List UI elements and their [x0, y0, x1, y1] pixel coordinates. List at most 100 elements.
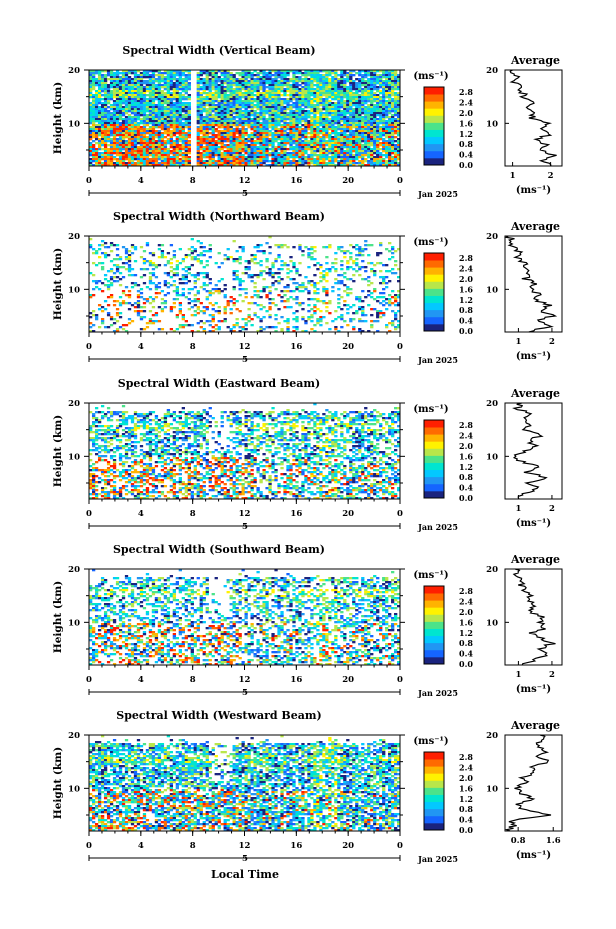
heatmap-cell	[355, 122, 359, 125]
heatmap-cell	[304, 160, 308, 163]
heatmap-cell	[238, 142, 242, 145]
heatmap-cell	[229, 102, 233, 105]
heatmap-cell	[151, 102, 156, 105]
heatmap-cell	[181, 152, 185, 155]
heatmap-cell	[118, 116, 123, 119]
heatmap-cell	[268, 134, 272, 137]
heatmap-cell	[106, 246, 111, 249]
heatmap-cell	[343, 82, 347, 85]
heatmap-cell	[331, 154, 335, 157]
heatmap-cell	[115, 70, 120, 73]
heatmap-cell	[307, 116, 311, 119]
heatmap-cell	[121, 74, 126, 77]
heatmap-cell	[214, 92, 218, 95]
heatmap-cell	[367, 156, 371, 159]
heatmap-cell	[340, 160, 344, 163]
heatmap-cell	[364, 160, 368, 163]
heatmap-cell	[184, 152, 188, 155]
heatmap-cell	[343, 86, 347, 89]
heatmap-cell	[175, 112, 180, 115]
heatmap-cell	[109, 268, 114, 271]
heatmap-cell	[127, 76, 132, 79]
heatmap-cell	[235, 120, 239, 123]
heatmap-cell	[127, 158, 132, 161]
heatmap-cell	[307, 142, 311, 145]
heatmap-cell	[211, 72, 215, 75]
heatmap-cell	[187, 142, 191, 145]
heatmap-cell	[214, 108, 218, 111]
heatmap-cell	[298, 164, 302, 167]
heatmap-cell	[379, 80, 383, 83]
heatmap-cell	[310, 98, 314, 101]
heatmap-cell	[325, 124, 329, 127]
heatmap-cell	[127, 154, 132, 157]
heatmap-cell	[199, 152, 203, 155]
heatmap-cell	[145, 268, 150, 271]
heatmap-cell	[175, 138, 180, 141]
heatmap-cell	[331, 144, 335, 147]
heatmap-cell	[160, 140, 165, 143]
heatmap-cell	[103, 76, 108, 79]
heatmap-cell	[370, 140, 374, 143]
heatmap-cell	[262, 110, 266, 113]
heatmap-cell	[391, 150, 395, 153]
heatmap-cell	[307, 132, 311, 135]
heatmap-cell	[226, 108, 230, 111]
heatmap-cell	[91, 152, 96, 155]
heatmap-cell	[97, 118, 102, 121]
heatmap-cell	[394, 132, 398, 135]
heatmap-cell	[199, 154, 203, 157]
heatmap-cell	[142, 112, 147, 115]
heatmap-cell	[211, 150, 215, 153]
heatmap-cell	[388, 158, 392, 161]
heatmap-cell	[145, 132, 150, 135]
heatmap-cell	[358, 104, 362, 107]
heatmap-cell	[163, 136, 168, 139]
heatmap-cell	[103, 158, 108, 161]
heatmap-cell	[133, 142, 138, 145]
heatmap-cell	[256, 122, 260, 125]
heatmap-cell	[148, 276, 153, 279]
heatmap-cell	[283, 100, 287, 103]
heatmap-cell	[313, 112, 317, 115]
heatmap-cell	[166, 274, 171, 277]
heatmap-cell	[316, 96, 320, 99]
heatmap-cell	[250, 122, 254, 125]
heatmap-cell	[145, 74, 150, 77]
heatmap-cell	[310, 70, 314, 73]
heatmap-cell	[202, 136, 206, 139]
heatmap-cell	[298, 72, 302, 75]
heatmap-cell	[295, 84, 299, 87]
heatmap-cell	[376, 74, 380, 77]
heatmap-cell	[316, 74, 320, 77]
heatmap-cell	[151, 120, 156, 123]
heatmap-cell	[136, 90, 141, 93]
heatmap-cell	[307, 90, 311, 93]
heatmap-cell	[187, 298, 191, 301]
colorbar-segment	[424, 150, 444, 159]
heatmap-cell	[100, 152, 105, 155]
heatmap-cell	[238, 104, 242, 107]
heatmap-cell	[136, 114, 141, 117]
heatmap-cell	[175, 314, 180, 317]
heatmap-cell	[148, 102, 153, 105]
heatmap-cell	[394, 100, 398, 103]
heatmap-cell	[325, 158, 329, 161]
heatmap-cell	[157, 114, 162, 117]
heatmap-cell	[286, 156, 290, 159]
heatmap-cell	[187, 122, 191, 125]
heatmap-cell	[172, 254, 177, 257]
heatmap-cell	[181, 260, 185, 263]
heatmap-cell	[124, 120, 129, 123]
heatmap-cell	[292, 126, 296, 129]
heatmap-cell	[142, 108, 147, 111]
heatmap-cell	[166, 134, 171, 137]
heatmap-cell	[124, 94, 129, 97]
heatmap-cell	[187, 160, 191, 163]
heatmap-cell	[94, 118, 99, 121]
heatmap-cell	[241, 130, 245, 133]
heatmap-cell	[148, 110, 153, 113]
heatmap-cell	[130, 150, 135, 153]
heatmap-cell	[142, 126, 147, 129]
heatmap-cell	[397, 162, 401, 165]
